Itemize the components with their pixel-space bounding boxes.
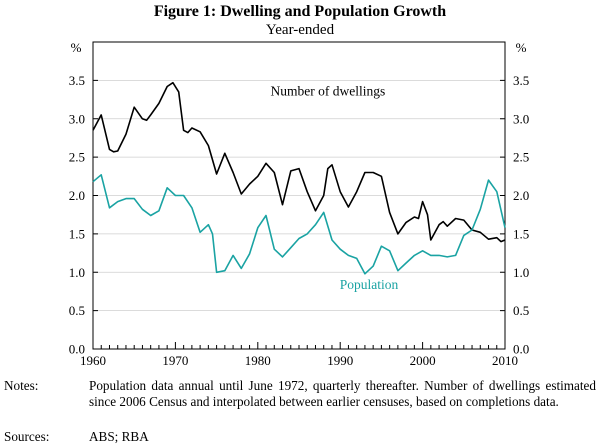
sources-text: ABS; RBA: [89, 429, 149, 444]
notes-text: Population data annual until June 1972, …: [89, 378, 596, 409]
sources-label: Sources:: [4, 429, 50, 444]
x-tick-label-5: 2010: [492, 353, 518, 368]
y-tick-label-right-0: 0.0: [513, 342, 529, 357]
y-tick-label-right-2: 1.0: [513, 265, 529, 280]
y-tick-label-left-2: 1.0: [69, 265, 85, 280]
y-tick-label-left-7: 3.5: [69, 73, 85, 88]
chart-subtitle: Year-ended: [266, 22, 335, 38]
chart-title: Figure 1: Dwelling and Population Growth: [154, 3, 446, 20]
y-tick-label-right-5: 2.5: [513, 150, 529, 165]
sources-block: Sources: ABS; RBA: [4, 429, 596, 445]
y-tick-label-right-1: 0.5: [513, 303, 529, 318]
y-unit-right: %: [516, 40, 527, 55]
population-label: Population: [340, 277, 399, 292]
dwellings-label: Number of dwellings: [270, 84, 385, 99]
x-tick-label-2: 1980: [245, 353, 271, 368]
x-tick-label-0: 1960: [80, 353, 106, 368]
gridlines: [93, 79, 505, 312]
series-line-number-of-dwellings: [92, 81, 506, 243]
y-tick-label-left-5: 2.5: [69, 150, 85, 165]
x-axis: 1960 1970 1980 1990 2000 2010: [80, 342, 518, 368]
series-line-population: [92, 174, 506, 275]
x-tick-label-4: 2000: [410, 353, 436, 368]
y-tick-label-left-0: 0.0: [69, 342, 85, 357]
y-tick-label-left-1: 0.5: [69, 303, 85, 318]
y-unit-left: %: [71, 40, 82, 55]
notes-block: Notes: Population data annual until June…: [4, 378, 596, 410]
y-tick-label-right-6: 3.0: [513, 111, 529, 126]
y-axis-right: 0.0 0.5 1.0 1.5 2.0 2.5 3.0 3.5: [500, 73, 529, 357]
y-tick-label-right-7: 3.5: [513, 73, 529, 88]
series-group: [92, 81, 506, 275]
x-tick-label-1: 1970: [162, 353, 188, 368]
x-tick-label-3: 1990: [327, 353, 353, 368]
y-tick-label-right-4: 2.0: [513, 188, 529, 203]
y-tick-label-left-4: 2.0: [69, 188, 85, 203]
y-tick-label-right-3: 1.5: [513, 226, 529, 241]
notes-label: Notes:: [4, 378, 39, 393]
y-axis-left: 0.0 0.5 1.0 1.5 2.0 2.5 3.0 3.5: [69, 73, 98, 357]
y-tick-label-left-6: 3.0: [69, 111, 85, 126]
y-tick-label-left-3: 1.5: [69, 226, 85, 241]
